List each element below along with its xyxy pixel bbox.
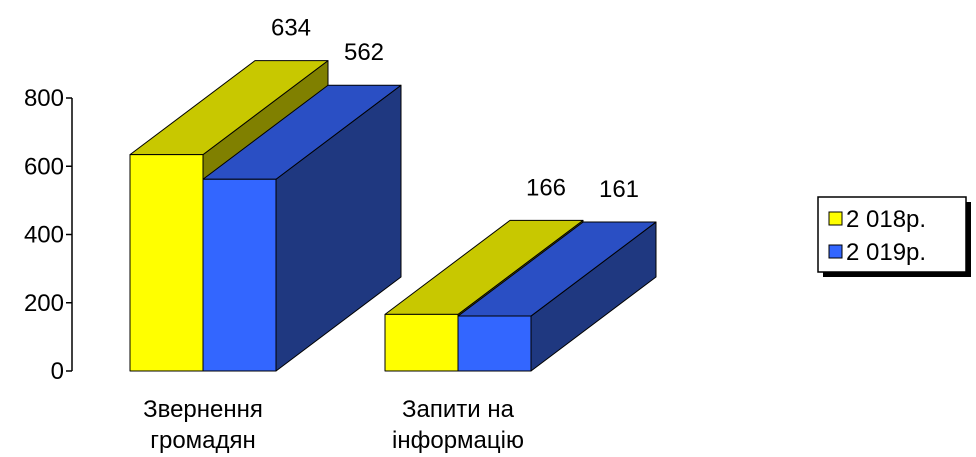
category-label: Запити на інформацію <box>392 396 524 454</box>
data-labels: 634 562 166 161 <box>271 15 639 203</box>
category-labels: Звернення громадян Запити на інформацію <box>143 396 524 454</box>
data-label: 562 <box>344 39 384 66</box>
y-tick-label: 200 <box>24 290 64 317</box>
bar-0-1 <box>202 84 402 372</box>
category-label-line: Звернення <box>143 396 263 423</box>
legend-label: 2 019р. <box>846 239 926 266</box>
legend: 2 018р. 2 019р. <box>817 196 971 277</box>
data-label: 634 <box>271 15 311 42</box>
legend-label: 2 018р. <box>846 206 926 233</box>
bars <box>129 60 657 372</box>
legend-box <box>817 196 967 273</box>
category-label: Звернення громадян <box>143 396 263 454</box>
category-label-line: громадян <box>150 427 256 454</box>
bar-front-face <box>384 313 459 372</box>
y-tick-label: 800 <box>24 85 64 112</box>
legend-swatch <box>828 211 843 226</box>
bar-front-face <box>457 315 532 372</box>
category-label-line: Запити на <box>402 396 515 423</box>
bar-front-face <box>202 178 277 372</box>
data-label: 161 <box>599 176 639 203</box>
category-label-line: інформацію <box>392 427 524 454</box>
legend-swatch <box>828 244 843 259</box>
y-axis: 0 200 400 600 800 <box>24 85 73 385</box>
y-tick-label: 0 <box>51 358 64 385</box>
y-tick-label: 400 <box>24 222 64 249</box>
bar-1-1 <box>457 221 657 372</box>
data-label: 166 <box>526 174 566 201</box>
y-tick-label: 600 <box>24 153 64 180</box>
bar-front-face <box>129 154 204 372</box>
